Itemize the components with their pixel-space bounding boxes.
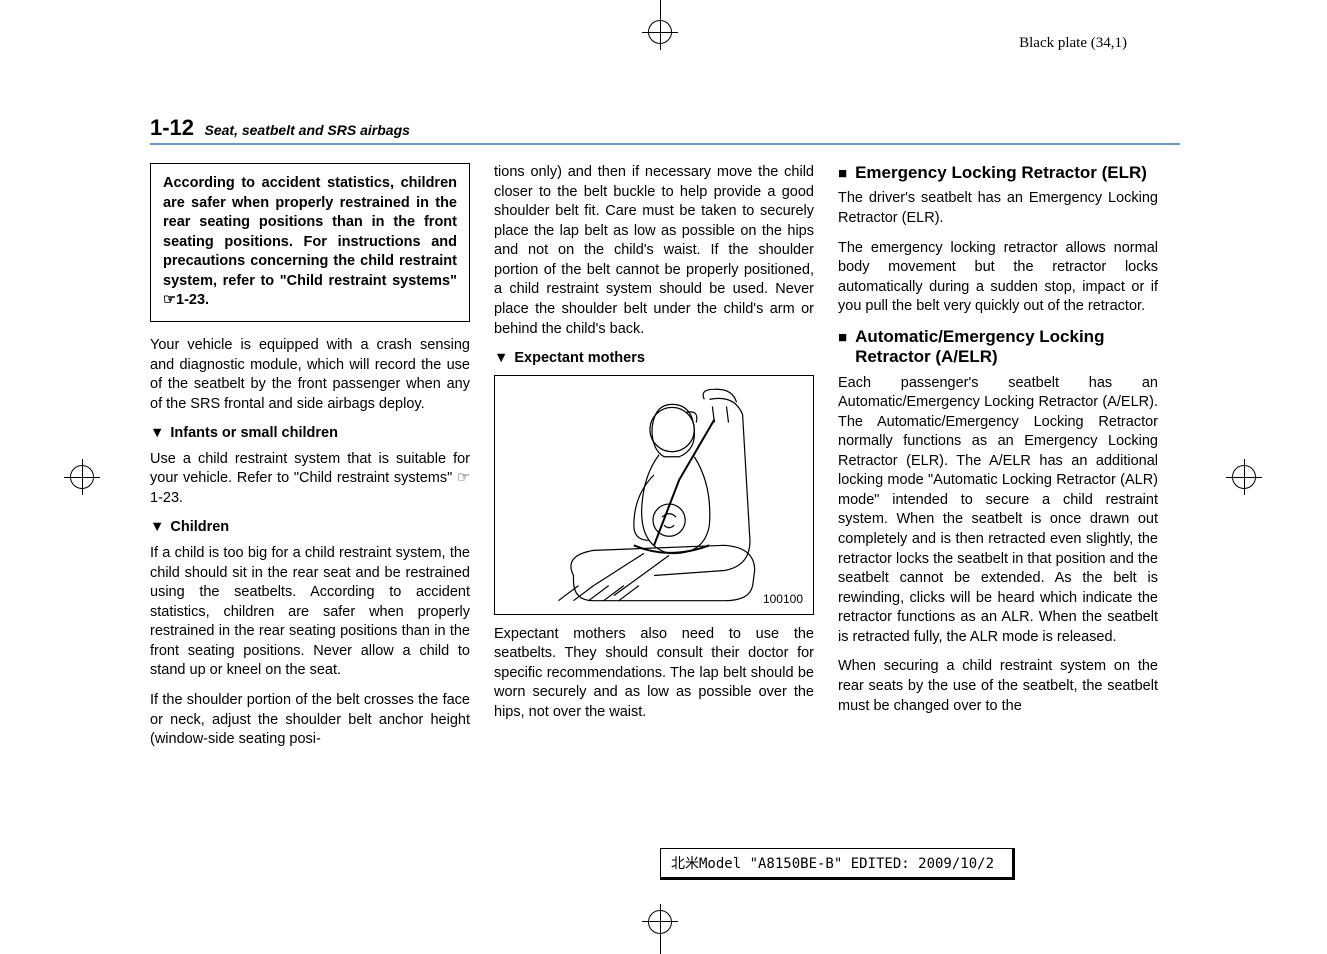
illustration-number: 100100 <box>763 591 803 607</box>
sub-heading-label: Children <box>170 519 229 535</box>
triangle-icon: ▼ <box>150 424 164 444</box>
seat-illustration-svg <box>503 384 805 606</box>
square-heading: ■ Emergency Locking Retractor (ELR) <box>838 163 1158 183</box>
body-para: Your vehicle is equipped with a crash se… <box>150 336 470 414</box>
triangle-icon: ▼ <box>150 518 164 538</box>
sub-heading: ▼ Infants or small children <box>150 424 470 444</box>
content-columns: According to accident statistics, childr… <box>150 163 1180 760</box>
body-para: When securing a child restraint system o… <box>838 657 1158 716</box>
column-3: ■ Emergency Locking Retractor (ELR) The … <box>838 163 1158 760</box>
square-heading-label: Emergency Locking Retractor (ELR) <box>855 163 1147 183</box>
footer-model-info: 北米Model "A8150BE-B" EDITED: 2009/10/2 <box>660 848 1015 880</box>
sub-heading: ▼ Expectant mothers <box>494 349 814 369</box>
illustration: 100100 <box>494 375 814 615</box>
page-number: 1-12 <box>150 115 194 140</box>
warning-box: According to accident statistics, childr… <box>150 163 470 322</box>
registration-mark <box>642 921 678 922</box>
registration-mark <box>1226 477 1262 478</box>
body-para: The emergency locking retractor allows n… <box>838 239 1158 317</box>
body-para: Use a child restraint system that is sui… <box>150 450 470 509</box>
square-heading: ■ Automatic/Emergency Locking Retractor … <box>838 327 1158 368</box>
body-para: Expectant mothers also need to use the s… <box>494 625 814 723</box>
registration-mark <box>660 904 661 940</box>
plate-label: Black plate (34,1) <box>1019 35 1127 52</box>
column-1: According to accident statistics, childr… <box>150 163 470 760</box>
sub-heading-label: Expectant mothers <box>514 350 645 366</box>
page-content: 1-12 Seat, seatbelt and SRS airbags Acco… <box>150 115 1180 760</box>
sub-heading-label: Infants or small children <box>170 425 338 441</box>
column-2: tions only) and then if necessary move t… <box>494 163 814 760</box>
triangle-icon: ▼ <box>494 349 508 369</box>
page-header: 1-12 Seat, seatbelt and SRS airbags <box>150 115 1180 145</box>
body-para: Each passenger's seatbelt has an Automat… <box>838 374 1158 648</box>
registration-mark <box>642 32 678 33</box>
body-para: The driver's seatbelt has an Emergency L… <box>838 189 1158 228</box>
body-para: If a child is too big for a child restra… <box>150 544 470 681</box>
square-heading-label: Automatic/Emergency Locking Retractor (A… <box>855 327 1158 368</box>
body-para: If the shoulder portion of the belt cros… <box>150 691 470 750</box>
section-title: Seat, seatbelt and SRS airbags <box>205 122 410 138</box>
registration-mark <box>64 477 100 478</box>
square-icon: ■ <box>838 329 847 347</box>
body-para: tions only) and then if necessary move t… <box>494 163 814 339</box>
sub-heading: ▼ Children <box>150 518 470 538</box>
square-icon: ■ <box>838 165 847 183</box>
